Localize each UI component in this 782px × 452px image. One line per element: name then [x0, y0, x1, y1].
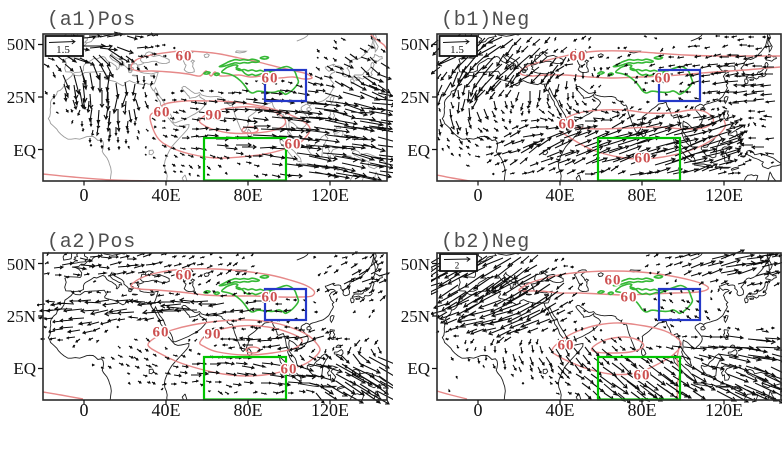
svg-text:50N: 50N [7, 35, 36, 54]
svg-text:60: 60 [558, 338, 575, 354]
svg-text:(b1)Neg: (b1)Neg [441, 9, 530, 32]
svg-text:EQ: EQ [407, 359, 430, 378]
svg-text:40E: 40E [152, 400, 181, 420]
svg-text:2: 2 [455, 261, 460, 271]
svg-text:(a2)Pos: (a2)Pos [47, 231, 136, 254]
svg-text:40E: 40E [546, 400, 575, 420]
svg-text:0: 0 [80, 185, 89, 205]
svg-text:50N: 50N [401, 35, 430, 54]
svg-text:60: 60 [634, 368, 651, 384]
svg-text:60: 60 [154, 105, 171, 121]
svg-text:120E: 120E [311, 185, 349, 205]
svg-text:0: 0 [80, 400, 89, 420]
svg-text:50N: 50N [401, 255, 430, 274]
svg-text:60: 60 [285, 137, 302, 153]
svg-text:25N: 25N [401, 307, 430, 326]
svg-text:90: 90 [205, 327, 222, 343]
svg-text:(a1)Pos: (a1)Pos [47, 9, 136, 32]
svg-text:25N: 25N [7, 88, 36, 107]
svg-text:80E: 80E [234, 400, 263, 420]
svg-text:60: 60 [621, 290, 638, 306]
svg-text:60: 60 [262, 71, 279, 87]
svg-text:(b2)Neg: (b2)Neg [441, 231, 530, 254]
svg-text:90: 90 [206, 108, 223, 124]
svg-text:EQ: EQ [407, 141, 430, 160]
svg-text:50N: 50N [7, 255, 36, 274]
svg-text:60: 60 [176, 268, 193, 284]
svg-text:EQ: EQ [13, 141, 36, 160]
svg-text:80E: 80E [234, 185, 263, 205]
svg-text:60: 60 [176, 49, 193, 65]
svg-text:120E: 120E [311, 400, 349, 420]
svg-text:120E: 120E [705, 185, 743, 205]
svg-text:0: 0 [474, 400, 483, 420]
svg-text:60: 60 [570, 49, 587, 65]
svg-text:60: 60 [262, 290, 279, 306]
svg-text:0: 0 [474, 185, 483, 205]
svg-text:120E: 120E [705, 400, 743, 420]
svg-text:60: 60 [153, 325, 170, 341]
svg-text:40E: 40E [152, 185, 181, 205]
svg-text:80E: 80E [628, 185, 657, 205]
svg-text:40E: 40E [546, 185, 575, 205]
svg-text:80E: 80E [628, 400, 657, 420]
svg-text:EQ: EQ [13, 359, 36, 378]
svg-text:60: 60 [655, 71, 672, 87]
svg-text:25N: 25N [7, 307, 36, 326]
svg-text:25N: 25N [401, 88, 430, 107]
svg-text:1.5: 1.5 [56, 44, 70, 56]
svg-text:60: 60 [559, 117, 576, 133]
svg-text:60: 60 [635, 151, 652, 167]
svg-text:60: 60 [605, 273, 622, 289]
svg-text:60: 60 [281, 362, 298, 378]
svg-text:1.5: 1.5 [450, 44, 464, 56]
